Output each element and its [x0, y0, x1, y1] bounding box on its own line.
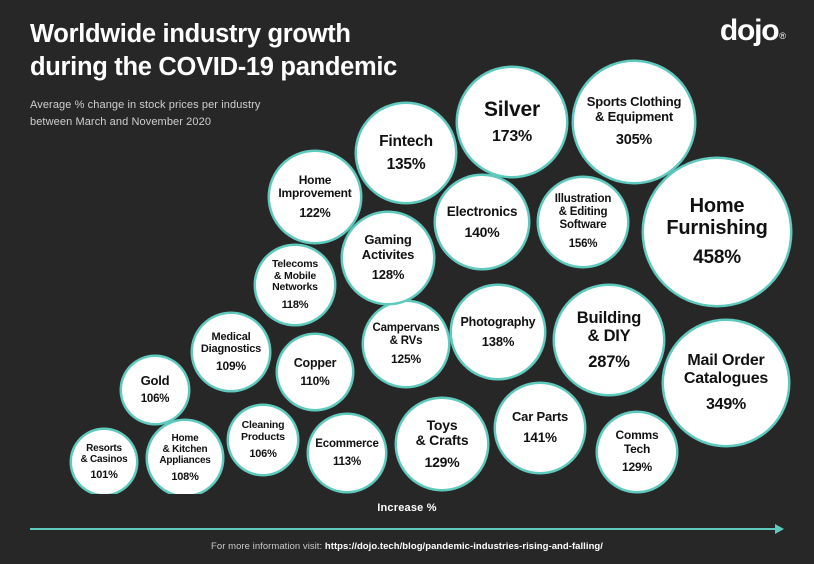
bubble-label: Gold — [140, 373, 170, 389]
bubble-electronics[interactable]: Electronics 140% — [436, 176, 528, 268]
page-subtitle: Average % change in stock prices per ind… — [30, 99, 261, 128]
bubble-gold[interactable]: Gold 106% — [122, 357, 188, 423]
bubble-building-diy[interactable]: Building & DIY 287% — [555, 286, 663, 394]
dojo-logo: dojo ® — [720, 16, 786, 46]
bubble-label: Home & Kitchen Appliances — [159, 432, 211, 467]
bubble-gaming-activites[interactable]: Gaming Activites 128% — [343, 213, 433, 303]
bubble-comms-tech[interactable]: Comms Tech 129% — [598, 413, 676, 491]
bubble-value: 287% — [588, 352, 630, 371]
bubble-home-kitchen-appliances[interactable]: Home & Kitchen Appliances 108% — [148, 421, 222, 495]
bubble-label: Campervans & RVs — [372, 322, 440, 347]
bubble-label: Resorts & Casinos — [80, 442, 128, 465]
axis-footer: Increase % For more information visit: h… — [0, 494, 814, 564]
bubble-value: 109% — [216, 359, 246, 374]
bubble-value: 135% — [386, 156, 426, 174]
bubble-value: 349% — [705, 396, 747, 414]
bubble-telecoms-mobile-networks[interactable]: Telecoms & Mobile Networks 118% — [256, 246, 334, 324]
bubble-label: Telecoms & Mobile Networks — [271, 257, 319, 294]
bubble-value: 305% — [615, 131, 653, 148]
bubble-copper[interactable]: Copper 110% — [278, 335, 352, 409]
bubble-label: Photography — [460, 314, 536, 329]
bubble-value: 125% — [391, 351, 421, 366]
bubble-resorts-casinos[interactable]: Resorts & Casinos 101% — [72, 430, 136, 494]
bubble-home-furnishing[interactable]: Home Furnishing 458% — [644, 159, 790, 305]
bubble-value: 129% — [622, 460, 652, 475]
bubble-value: 129% — [424, 453, 460, 470]
bubble-value: 118% — [281, 299, 309, 312]
bubble-label: Building & DIY — [576, 308, 642, 346]
bubble-label: Home Improvement — [278, 172, 352, 201]
registered-trademark-icon: ® — [779, 31, 786, 41]
bubble-campervans-rvs[interactable]: Campervans & RVs 125% — [364, 302, 448, 386]
bubble-value: 113% — [333, 455, 361, 468]
bubble-value: 122% — [299, 205, 331, 220]
bubble-label: Electronics — [446, 203, 518, 219]
bubble-value: 141% — [523, 429, 557, 445]
bubble-cleaning-products[interactable]: Cleaning Products 106% — [229, 406, 297, 474]
bubble-value: 138% — [481, 333, 515, 349]
bubble-mail-order-catalogues[interactable]: Mail Order Catalogues 349% — [664, 321, 788, 445]
axis-line — [30, 528, 776, 530]
bubble-value: 106% — [140, 392, 170, 405]
bubble-label: Gaming Activites — [361, 232, 415, 262]
bubble-label: Cleaning Products — [241, 419, 285, 443]
bubble-illustration-editing-software[interactable]: Illustration & Editing Software 156% — [539, 178, 627, 266]
bubble-label: Mail Order Catalogues — [683, 352, 769, 388]
bubble-label: Car Parts — [511, 409, 568, 425]
bubble-label: Illustration & Editing Software — [554, 193, 612, 232]
bubble-ecommerce[interactable]: Ecommerce 113% — [309, 415, 385, 491]
bubble-label: Sports Clothing & Equipment — [586, 94, 682, 125]
bubble-value: 140% — [464, 223, 500, 240]
bubble-value: 128% — [371, 267, 405, 283]
axis-arrow-line — [30, 524, 784, 534]
logo-wordmark: dojo — [719, 14, 780, 47]
bubble-medical-diagnostics[interactable]: Medical Diagnostics 109% — [193, 314, 269, 390]
bubble-value: 173% — [491, 128, 533, 146]
bubble-label: Copper — [293, 355, 337, 370]
bubble-label: Silver — [483, 97, 540, 121]
bubble-value: 110% — [300, 373, 330, 388]
bubble-value: 156% — [568, 237, 598, 250]
bubble-sports-clothing-equipment[interactable]: Sports Clothing & Equipment 305% — [574, 62, 694, 182]
bubble-label: Toys & Crafts — [415, 416, 469, 449]
arrow-right-icon — [775, 524, 784, 534]
bubble-car-parts[interactable]: Car Parts 141% — [496, 384, 584, 472]
footer-note: For more information visit: https://dojo… — [0, 541, 814, 552]
bubble-label: Fintech — [379, 132, 433, 150]
bubble-value: 106% — [249, 447, 277, 460]
bubble-toys-crafts[interactable]: Toys & Crafts 129% — [397, 399, 487, 489]
page-title: Worldwide industry growth during the COV… — [30, 20, 398, 81]
bubble-home-improvement[interactable]: Home Improvement 122% — [270, 152, 360, 242]
bubble-value: 458% — [693, 247, 741, 269]
bubble-label: Ecommerce — [315, 437, 379, 450]
bubble-label: Medical Diagnostics — [200, 330, 262, 355]
bubble-silver[interactable]: Silver 173% — [458, 68, 566, 176]
bubble-label: Home Furnishing — [666, 194, 768, 240]
axis-label-increase: Increase % — [377, 502, 437, 514]
header-block: Worldwide industry growth during the COV… — [30, 18, 550, 131]
bubble-value: 101% — [90, 469, 118, 482]
bubble-value: 108% — [171, 471, 199, 484]
bubble-fintech[interactable]: Fintech 135% — [357, 104, 455, 202]
footer-note-prefix: For more information visit: — [211, 541, 325, 552]
bubble-label: Comms Tech — [615, 428, 659, 456]
bubble-photography[interactable]: Photography 138% — [452, 286, 544, 378]
footer-url[interactable]: https://dojo.tech/blog/pandemic-industri… — [324, 541, 603, 552]
